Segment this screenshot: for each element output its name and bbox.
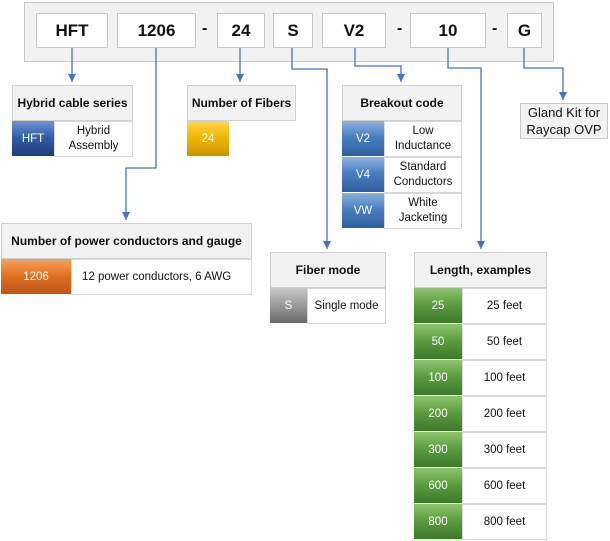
- separator: -: [492, 20, 498, 37]
- arrow-power: [125, 48, 157, 220]
- breakout-code: V4: [342, 157, 384, 193]
- length-header: Length, examples: [414, 252, 547, 288]
- series-code: HFT: [12, 121, 54, 157]
- length-code: 100: [414, 360, 462, 396]
- length-desc: 50 feet: [462, 324, 547, 360]
- arrowhead-icon: [477, 241, 485, 249]
- segment-series: HFT: [36, 13, 108, 48]
- power-desc: 12 power conductors, 6 AWG: [71, 259, 252, 295]
- arrowhead-icon: [68, 74, 76, 82]
- arrow-breakout: [354, 48, 402, 82]
- breakout-desc: White Jacketing: [384, 193, 462, 229]
- segment-length: 10: [410, 13, 486, 48]
- length-desc: 800 feet: [462, 504, 547, 540]
- length-code: 600: [414, 468, 462, 504]
- arrowhead-icon: [236, 74, 244, 82]
- breakout-desc: Standard Conductors: [384, 157, 462, 193]
- segment-fibers: 24: [217, 13, 265, 48]
- segment-power: 1206: [117, 13, 196, 48]
- arrowhead-icon: [559, 92, 567, 100]
- length-desc: 25 feet: [462, 288, 547, 324]
- power-header: Number of power conductors and gauge: [1, 223, 252, 259]
- length-code: 300: [414, 432, 462, 468]
- arrowhead-icon: [122, 212, 130, 220]
- length-code: 50: [414, 324, 462, 360]
- fibers-header: Number of Fibers: [187, 85, 296, 121]
- segment-mode: S: [273, 13, 313, 48]
- arrowhead-icon: [397, 74, 405, 82]
- breakout-desc: Low Inductance: [384, 121, 462, 157]
- length-code: 25: [414, 288, 462, 324]
- length-desc: 100 feet: [462, 360, 547, 396]
- length-code: 200: [414, 396, 462, 432]
- arrow-mode: [291, 48, 328, 249]
- arrow-length: [447, 48, 482, 249]
- mode-desc: Single mode: [307, 288, 386, 324]
- power-code: 1206: [1, 259, 71, 295]
- fibers-code: 24: [187, 121, 229, 157]
- arrow-gland: [523, 48, 564, 100]
- length-code: 800: [414, 504, 462, 540]
- mode-code: S: [270, 288, 307, 324]
- breakout-code: VW: [342, 193, 384, 229]
- segment-breakout: V2: [322, 13, 386, 48]
- breakout-header: Breakout code: [342, 85, 462, 121]
- series-desc: Hybrid Assembly: [54, 121, 133, 157]
- arrowhead-icon: [323, 241, 331, 249]
- length-desc: 300 feet: [462, 432, 547, 468]
- gland-kit-label: Gland Kit for Raycap OVP: [520, 103, 608, 139]
- segment-gland: G: [507, 13, 542, 48]
- mode-header: Fiber mode: [270, 252, 386, 288]
- series-header: Hybrid cable series: [12, 85, 133, 121]
- separator: -: [397, 20, 403, 37]
- length-desc: 600 feet: [462, 468, 547, 504]
- breakout-code: V2: [342, 121, 384, 157]
- length-desc: 200 feet: [462, 396, 547, 432]
- separator: -: [202, 20, 208, 37]
